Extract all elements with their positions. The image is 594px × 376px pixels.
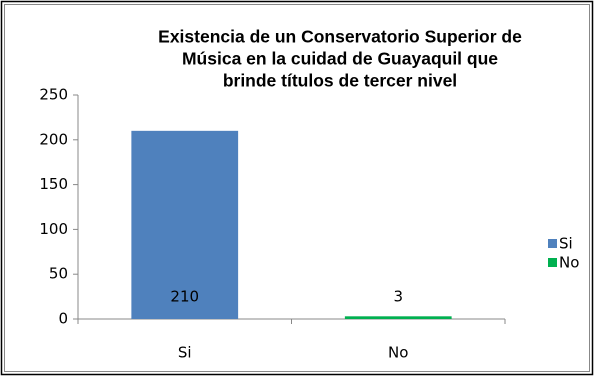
y-tick-label: 200 xyxy=(39,130,68,148)
y-tick-label: 250 xyxy=(39,86,68,104)
y-tick-label: 50 xyxy=(49,265,68,283)
data-label: 3 xyxy=(393,288,403,306)
y-tick-label: 0 xyxy=(58,310,68,328)
legend-label: No xyxy=(559,254,579,272)
chart-title: Música en la cuidad de Guayaquil que xyxy=(182,49,498,69)
bar xyxy=(131,130,239,319)
legend-label: Si xyxy=(559,235,573,253)
bar xyxy=(344,316,452,319)
legend-swatch xyxy=(548,258,557,267)
x-tick-label: Si xyxy=(178,344,192,362)
y-tick-label: 100 xyxy=(39,220,68,238)
x-tick-label: No xyxy=(388,344,408,362)
data-label: 210 xyxy=(170,288,199,306)
y-tick-label: 150 xyxy=(39,175,68,193)
chart-inner-frame xyxy=(4,4,590,372)
chart-title: Existencia de un Conservatorio Superior … xyxy=(158,27,522,47)
legend-swatch xyxy=(548,239,557,248)
chart-title: brinde títulos de tercer nivel xyxy=(223,71,457,91)
